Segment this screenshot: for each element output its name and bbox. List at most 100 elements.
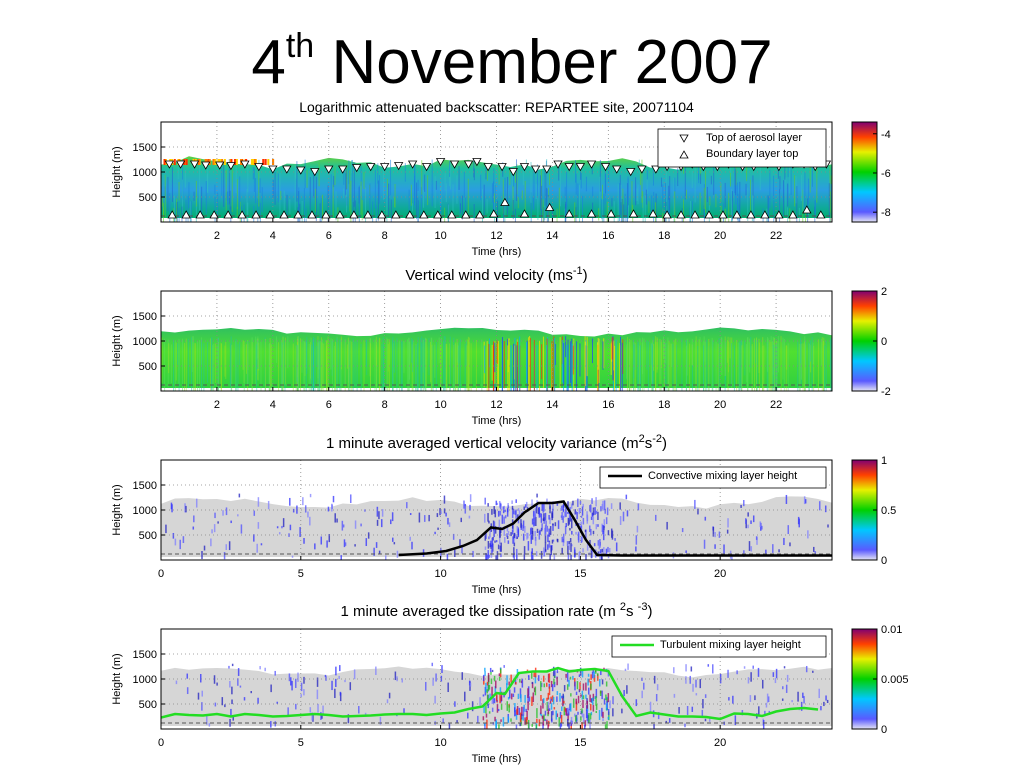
legend-box [611,635,827,658]
colorbar-tick-label: 0.005 [881,674,909,686]
aerosol-top-marker [310,168,320,177]
aerosol-top-marker [564,163,574,172]
boundary-layer-marker [391,210,401,219]
x-tick-label: 20 [714,568,726,580]
boundary-layer-marker [209,210,219,219]
boundary-layer-marker [606,209,616,218]
x-tick-label: 5 [298,568,304,580]
y-tick-label: 1500 [133,142,157,154]
aerosol-top-marker [365,163,376,172]
x-tick-label: 8 [382,230,388,242]
colorbar-gradient [851,290,878,392]
x-tick-label: 18 [658,230,670,242]
colorbar-tick-label: 0 [881,336,887,348]
colorbar-gradient [851,459,878,561]
boundary-layer-marker [774,210,784,219]
slide-title: 4th November 2007 [0,28,1024,98]
boundary-layer-marker [704,210,714,219]
legend: Top of aerosol layer Boundary layer top [657,128,827,168]
aerosol-top-marker [164,160,175,169]
velocity-field [161,327,832,388]
y-axis-label: Height (m) [111,315,123,366]
boundary-layer-marker [519,209,530,218]
boundary-layer-marker [802,205,812,214]
legend-entry-label: Top of aerosol layer [706,132,802,144]
y-axis-label: Height (m) [111,653,123,704]
title-month-year: November 2007 [331,28,773,97]
aerosol-top-marker [626,168,636,177]
x-axis-label: Time (hrs) [472,753,522,765]
x-tick-label: 15 [574,568,586,580]
boundary-layer-marker [690,210,700,219]
aerosol-top-marker [379,163,390,172]
y-tick-label: 1500 [133,480,157,492]
y-axis-label: Height (m) [111,146,123,197]
boundary-layer-marker [544,202,555,211]
x-tick-label: 0 [158,568,164,580]
boundary-layer-marker [405,210,415,219]
y-tick-label: 1000 [133,167,157,179]
aerosol-top-marker [600,163,611,172]
boundary-layer-marker [718,210,728,219]
boundary-layer-marker [628,209,639,218]
title-ordinal-suffix: th [285,27,315,65]
colorbar-tick-label: 0.5 [881,505,896,517]
aerosol-top-marker [519,163,530,172]
x-tick-label: 16 [602,399,614,411]
boundary-layer-marker [307,210,317,219]
boundary-layer-marker [447,210,457,219]
chart-panel-1: 2 4 6 8 10 12 14 16 18 20 22 500 1000 1500 Time (hrs) H… [111,99,891,258]
boundary-layer-marker [788,210,798,219]
boundary-layer-marker [363,210,373,219]
aerosol-top-marker [586,160,597,169]
x-tick-label: 14 [546,230,558,242]
x-tick-label: 12 [490,399,502,411]
chart-title: Vertical wind velocity (ms-1) [405,265,587,284]
boundary-layer-marker [335,210,345,219]
x-tick-label: 5 [298,737,304,749]
colorbar: 10.50 [851,455,896,567]
aerosol-top-marker [407,160,418,169]
x-tick-label: 8 [382,399,388,411]
boundary-layer-marker [662,210,672,219]
x-tick-label: 6 [326,399,332,411]
aerosol-top-marker [463,160,474,169]
chart-title: 1 minute averaged vertical velocity vari… [326,433,667,452]
colorbar-gradient [851,628,878,730]
aerosol-top-marker [201,161,211,170]
boundary-layer-marker [475,210,485,219]
title-day: 4 [251,28,286,97]
boundary-layer-marker [816,210,826,219]
mixing-layer-height-line [398,500,832,557]
colorbar-tick-label: -8 [881,207,891,219]
boundary-layer-marker [321,210,331,219]
y-tick-label: 1000 [133,505,157,517]
aerosol-top-marker [268,165,278,174]
colorbar-tick-label: 0.01 [881,624,902,636]
aerosol-top-marker [575,163,586,172]
chart-title: Logarithmic attenuated backscatter: REPA… [299,99,694,115]
aerosol-top-marker [296,166,306,175]
chart-title: 1 minute averaged tke dissipation rate (… [341,601,653,620]
y-tick-label: 1000 [133,674,157,686]
x-tick-label: 22 [770,230,782,242]
x-tick-label: 16 [602,230,614,242]
x-tick-label: 10 [434,230,446,242]
x-tick-label: 20 [714,737,726,749]
aerosol-top-marker [651,165,661,174]
boundary-layer-marker [195,210,205,219]
x-tick-label: 12 [490,230,502,242]
boundary-layer-marker [676,210,686,219]
aerosol-top-marker [483,163,493,172]
x-tick-label: 10 [434,399,446,411]
x-tick-label: 2 [214,230,220,242]
legend: Turbulent mixing layer height [611,635,827,658]
x-tick-label: 20 [714,399,726,411]
colorbar-tick-label: 1 [881,455,887,467]
colorbar: 2 0 -2 [851,286,891,398]
y-tick-label: 500 [139,361,157,373]
aerosol-top-marker [497,163,507,172]
colorbar-tick-label: 0 [881,555,887,567]
colorbar-tick-label: 0 [881,724,887,736]
